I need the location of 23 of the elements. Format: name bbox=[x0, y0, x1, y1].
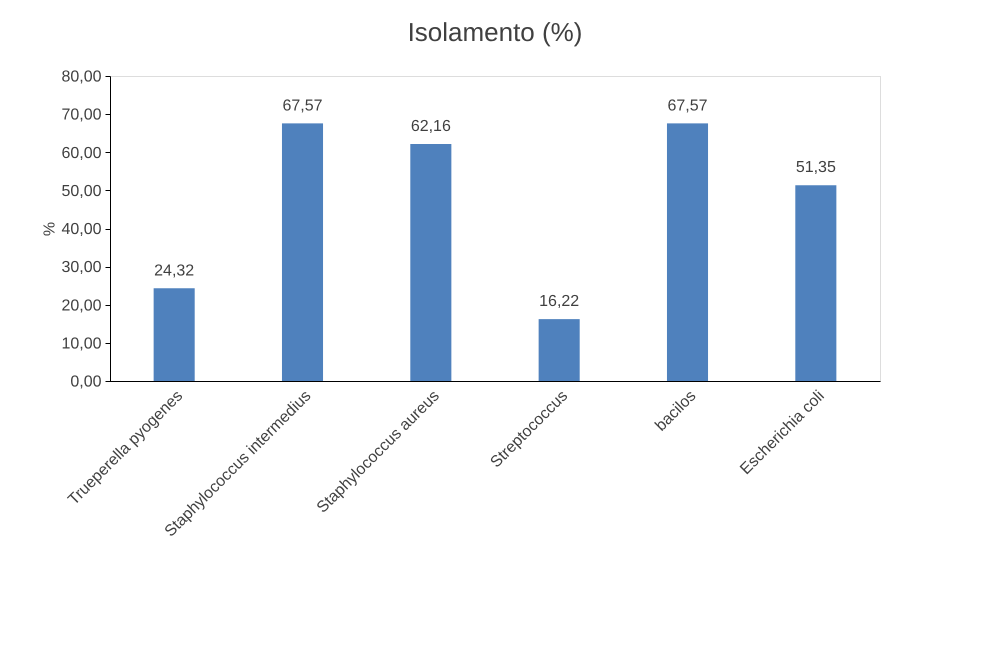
data-label: 62,16 bbox=[410, 118, 451, 136]
y-tick-label: 50,00 bbox=[61, 182, 102, 200]
y-axis-title: % bbox=[41, 222, 58, 236]
y-tick-label: 0,00 bbox=[70, 374, 102, 390]
data-label: 51,35 bbox=[796, 159, 836, 176]
bar bbox=[538, 319, 580, 381]
bar bbox=[154, 288, 195, 381]
y-tick-label: 60,00 bbox=[61, 144, 102, 162]
data-label: 24,32 bbox=[154, 262, 194, 280]
chart-title: Isolamento (%) bbox=[408, 17, 582, 47]
y-tick-label: 40,00 bbox=[61, 221, 102, 238]
bar bbox=[282, 123, 324, 381]
y-tick-label: 80,00 bbox=[61, 68, 102, 86]
data-label: 67,57 bbox=[282, 97, 323, 114]
data-label: 67,57 bbox=[667, 97, 708, 114]
data-label: 16,22 bbox=[539, 293, 580, 310]
y-tick-label: 20,00 bbox=[61, 297, 102, 314]
bar bbox=[795, 185, 836, 381]
bar bbox=[410, 144, 452, 381]
y-tick-label: 10,00 bbox=[61, 335, 102, 352]
y-tick-label: 70,00 bbox=[61, 106, 102, 124]
y-tick-label: 30,00 bbox=[61, 259, 102, 276]
bar bbox=[666, 123, 708, 381]
